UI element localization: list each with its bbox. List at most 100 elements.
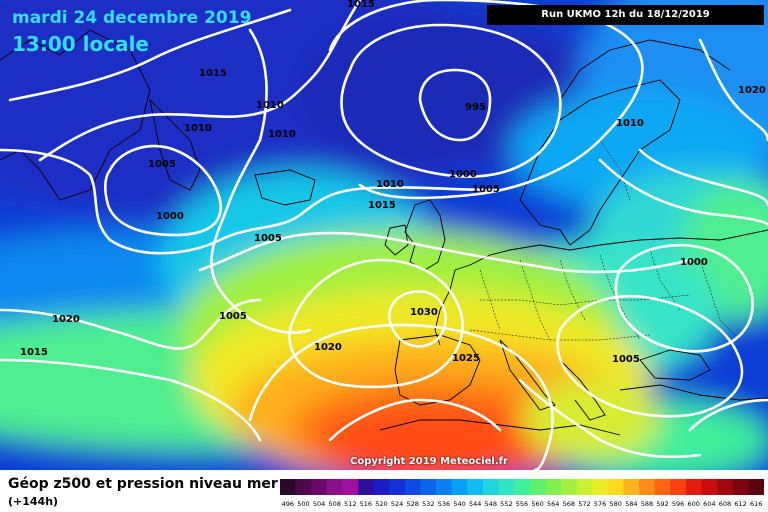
scale-tick-label: 592 [656, 500, 668, 508]
scale-tick-label: 528 [406, 500, 418, 508]
scale-tick-label: 568 [563, 500, 575, 508]
scale-tick-label: 540 [453, 500, 465, 508]
scale-tick-label: 608 [719, 500, 731, 508]
scale-swatch [732, 479, 749, 495]
scale-tick-label: 576 [594, 500, 606, 508]
scale-swatch [748, 479, 764, 495]
scale-tick-label: 572 [578, 500, 590, 508]
weather-map: 1015 1010 1015 1010 1010 995 1010 1020 1… [0, 0, 768, 470]
scale-swatch [420, 479, 437, 495]
pressure-label: 1030 [410, 307, 438, 318]
scale-swatch [311, 479, 328, 495]
scale-tick-label: 532 [422, 500, 434, 508]
scale-tick-label: 524 [391, 500, 403, 508]
scale-tick-label: 520 [375, 500, 387, 508]
scale-tick-label: 616 [750, 500, 762, 508]
scale-tick-label: 536 [438, 500, 450, 508]
scale-tick-label: 560 [531, 500, 543, 508]
forecast-lead: (+144h) [8, 495, 59, 508]
scale-swatch [654, 479, 671, 495]
pressure-label: 1010 [256, 100, 284, 111]
model-run-label: Run UKMO 12h du 18/12/2019 [487, 5, 764, 25]
scale-swatch [404, 479, 421, 495]
pressure-label: 1010 [268, 129, 296, 140]
scale-tick-label: 504 [313, 500, 325, 508]
scale-tick-label: 516 [360, 500, 372, 508]
scale-swatch [482, 479, 499, 495]
scale-tick-label: 564 [547, 500, 559, 508]
scale-swatch [436, 479, 453, 495]
scale-swatch [358, 479, 374, 495]
scale-swatch [295, 479, 312, 495]
scale-tick-label: 500 [297, 500, 309, 508]
scale-swatch [451, 479, 468, 495]
scale-bar: 496 500 504 508 512 516 520 524 528 532 536 540 544 5… [280, 479, 764, 508]
scale-tick-label: 580 [609, 500, 621, 508]
pressure-label: 1005 [219, 311, 247, 322]
pressure-label: 1010 [616, 118, 644, 129]
pressure-label: 1005 [148, 159, 176, 170]
scale-tick-label: 612 [734, 500, 746, 508]
pressure-label: 1010 [184, 123, 212, 134]
scale-swatch [342, 479, 359, 495]
scale-swatch [701, 479, 718, 495]
pressure-label: 1000 [680, 257, 708, 268]
geopotential-field [0, 0, 768, 470]
pressure-label: 1015 [368, 200, 396, 211]
isobars [0, 0, 768, 470]
pressure-label: 1000 [156, 211, 184, 222]
pressure-label: 1005 [612, 354, 640, 365]
scale-swatch [561, 479, 577, 495]
scale-tick-label: 496 [282, 500, 294, 508]
pressure-label: 1020 [52, 314, 80, 325]
scale-swatch [639, 479, 656, 495]
scale-tick-label: 596 [672, 500, 684, 508]
scale-swatch [545, 479, 562, 495]
scale-tick-label: 508 [328, 500, 340, 508]
pressure-label: 1020 [314, 342, 342, 353]
scale-swatch [389, 479, 406, 495]
pressure-label: 1015 [199, 68, 227, 79]
scale-tick-label: 552 [500, 500, 512, 508]
map-title: Géop z500 et pression niveau mer [8, 476, 278, 492]
scale-swatch [514, 479, 531, 495]
pressure-label: 1025 [452, 353, 480, 364]
scale-tick-label: 604 [703, 500, 715, 508]
scale-swatch [607, 479, 624, 495]
scale-tick-label: 584 [625, 500, 637, 508]
scale-swatch [280, 479, 296, 495]
forecast-date: mardi 24 decembre 2019 [12, 8, 252, 28]
pressure-label: 1000 [449, 169, 477, 180]
scale-tick-label: 544 [469, 500, 481, 508]
scale-tick-label: 556 [516, 500, 528, 508]
scale-swatch [670, 479, 687, 495]
pressure-label: 1005 [472, 184, 500, 195]
scale-tick-label: 600 [688, 500, 700, 508]
pressure-label: 1010 [376, 179, 404, 190]
scale-swatch [467, 479, 484, 495]
scale-tick-label: 512 [344, 500, 356, 508]
pressure-label: 1005 [254, 233, 282, 244]
coastlines [0, 29, 768, 436]
scale-swatch [576, 479, 593, 495]
scale-tick-label: 588 [641, 500, 653, 508]
copyright-text: Copyright 2019 Meteociel.fr [350, 456, 508, 467]
scale-swatch [498, 479, 515, 495]
scale-swatch [592, 479, 609, 495]
forecast-time: 13:00 locale [12, 32, 149, 56]
scale-swatch [717, 479, 734, 495]
pressure-label: 1015 [20, 347, 48, 358]
scale-swatch [529, 479, 546, 495]
pressure-label: 995 [465, 102, 486, 113]
scale-swatch [326, 479, 343, 495]
scale-swatch [685, 479, 702, 495]
scale-swatch [623, 479, 640, 495]
scale-swatch [373, 479, 390, 495]
scale-tick-label: 548 [485, 500, 497, 508]
pressure-label: 1020 [738, 85, 766, 96]
pressure-label: 1015 [347, 0, 375, 10]
pressure-label-group: 1015 1010 1015 1010 1010 995 1010 1020 1… [20, 0, 766, 365]
country-borders [469, 139, 741, 341]
map-canvas: 1015 1010 1015 1010 1010 995 1010 1020 1… [0, 0, 768, 470]
